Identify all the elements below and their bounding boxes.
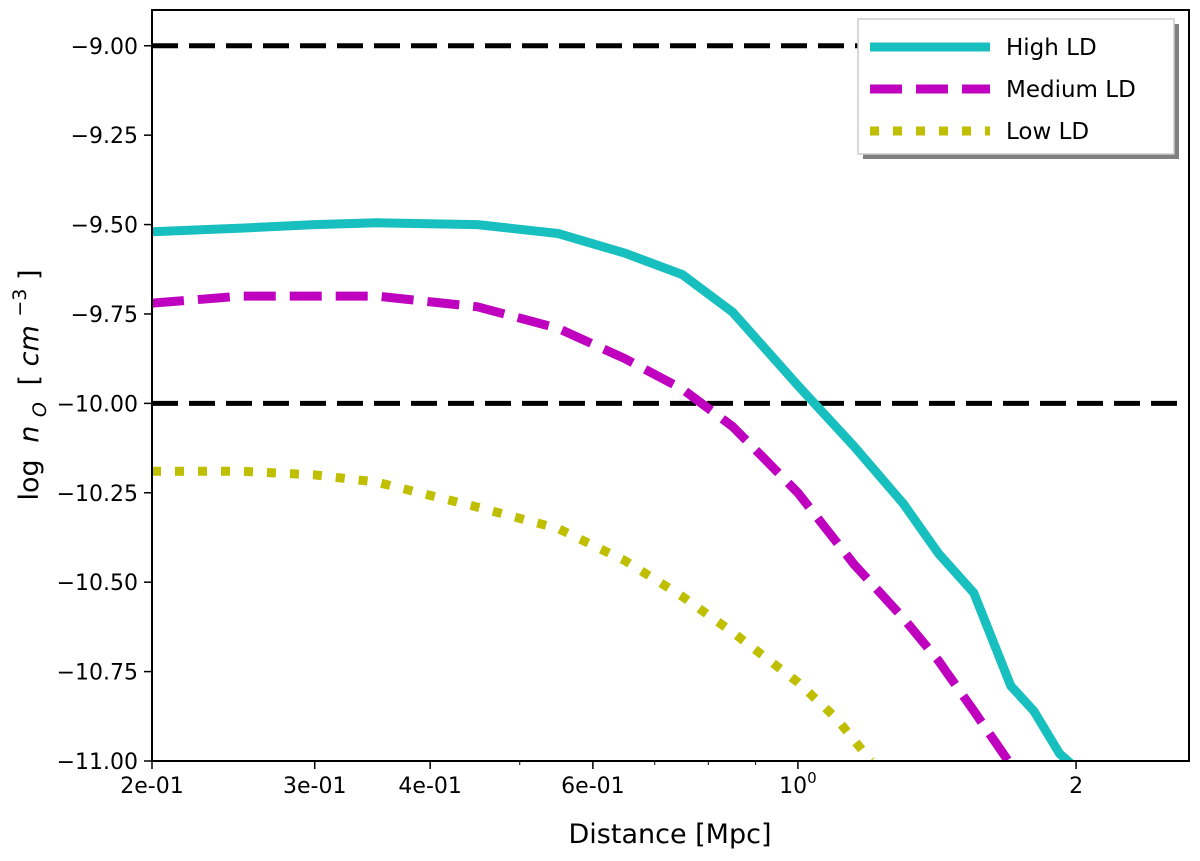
series-line-medium-ld [152, 291, 1014, 761]
legend-label-medium-ld: Medium LD [1006, 77, 1136, 103]
x-tick-label-5: 2 [1069, 774, 1083, 799]
y-axis-label-units-close: ] [14, 269, 45, 280]
y-tick-label-8: −11.00 [57, 750, 138, 775]
y-tick-label-6: −10.50 [57, 571, 138, 596]
x-tick-label-2: 4e-01 [398, 774, 461, 799]
series-line-high-ld [152, 218, 1075, 761]
x-axis-label: Distance [Mpc] [569, 819, 772, 850]
y-axis-label-subscript: O [29, 402, 51, 417]
y-axis-label: log n O [ cm −3 ] [2, 269, 53, 500]
y-tick-label-7: −10.75 [57, 661, 138, 686]
y-axis-ticks: −9.00 −9.25 −9.50 −9.75 −10.00 −10.25 −10.50 −1… [57, 35, 152, 775]
y-tick-label-2: −9.50 [71, 214, 138, 239]
y-axis-label-units-open: [ [14, 375, 45, 386]
x-tick-label-3: 6e-01 [561, 774, 624, 799]
legend-box [857, 18, 1175, 155]
x-tick-label-0: 2e-01 [120, 774, 183, 799]
y-axis-label-units-exp: −3 [9, 289, 31, 317]
y-tick-label-3: −9.75 [71, 303, 138, 328]
x-tick-label-4: 100 [779, 769, 817, 799]
x-axis-ticks: 2e-01 3e-01 4e-01 6e-01 100 2 [120, 761, 1083, 799]
y-tick-label-1: −9.25 [71, 124, 138, 149]
y-axis-label-units-base: cm [14, 325, 45, 366]
legend: High LD Medium LD Low LD [857, 18, 1175, 155]
y-axis-label-prefix: log [14, 459, 45, 500]
x-tick-label-1: 3e-01 [283, 774, 346, 799]
legend-label-low-ld: Low LD [1006, 119, 1089, 145]
y-tick-label-0: −9.00 [71, 35, 138, 60]
y-axis-label-symbol: n [14, 426, 45, 443]
legend-label-high-ld: High LD [1006, 35, 1097, 61]
y-tick-label-5: −10.25 [57, 482, 138, 507]
plot-frame [151, 9, 1190, 762]
series-lines [152, 218, 1075, 761]
y-tick-label-4: −10.00 [57, 392, 138, 417]
